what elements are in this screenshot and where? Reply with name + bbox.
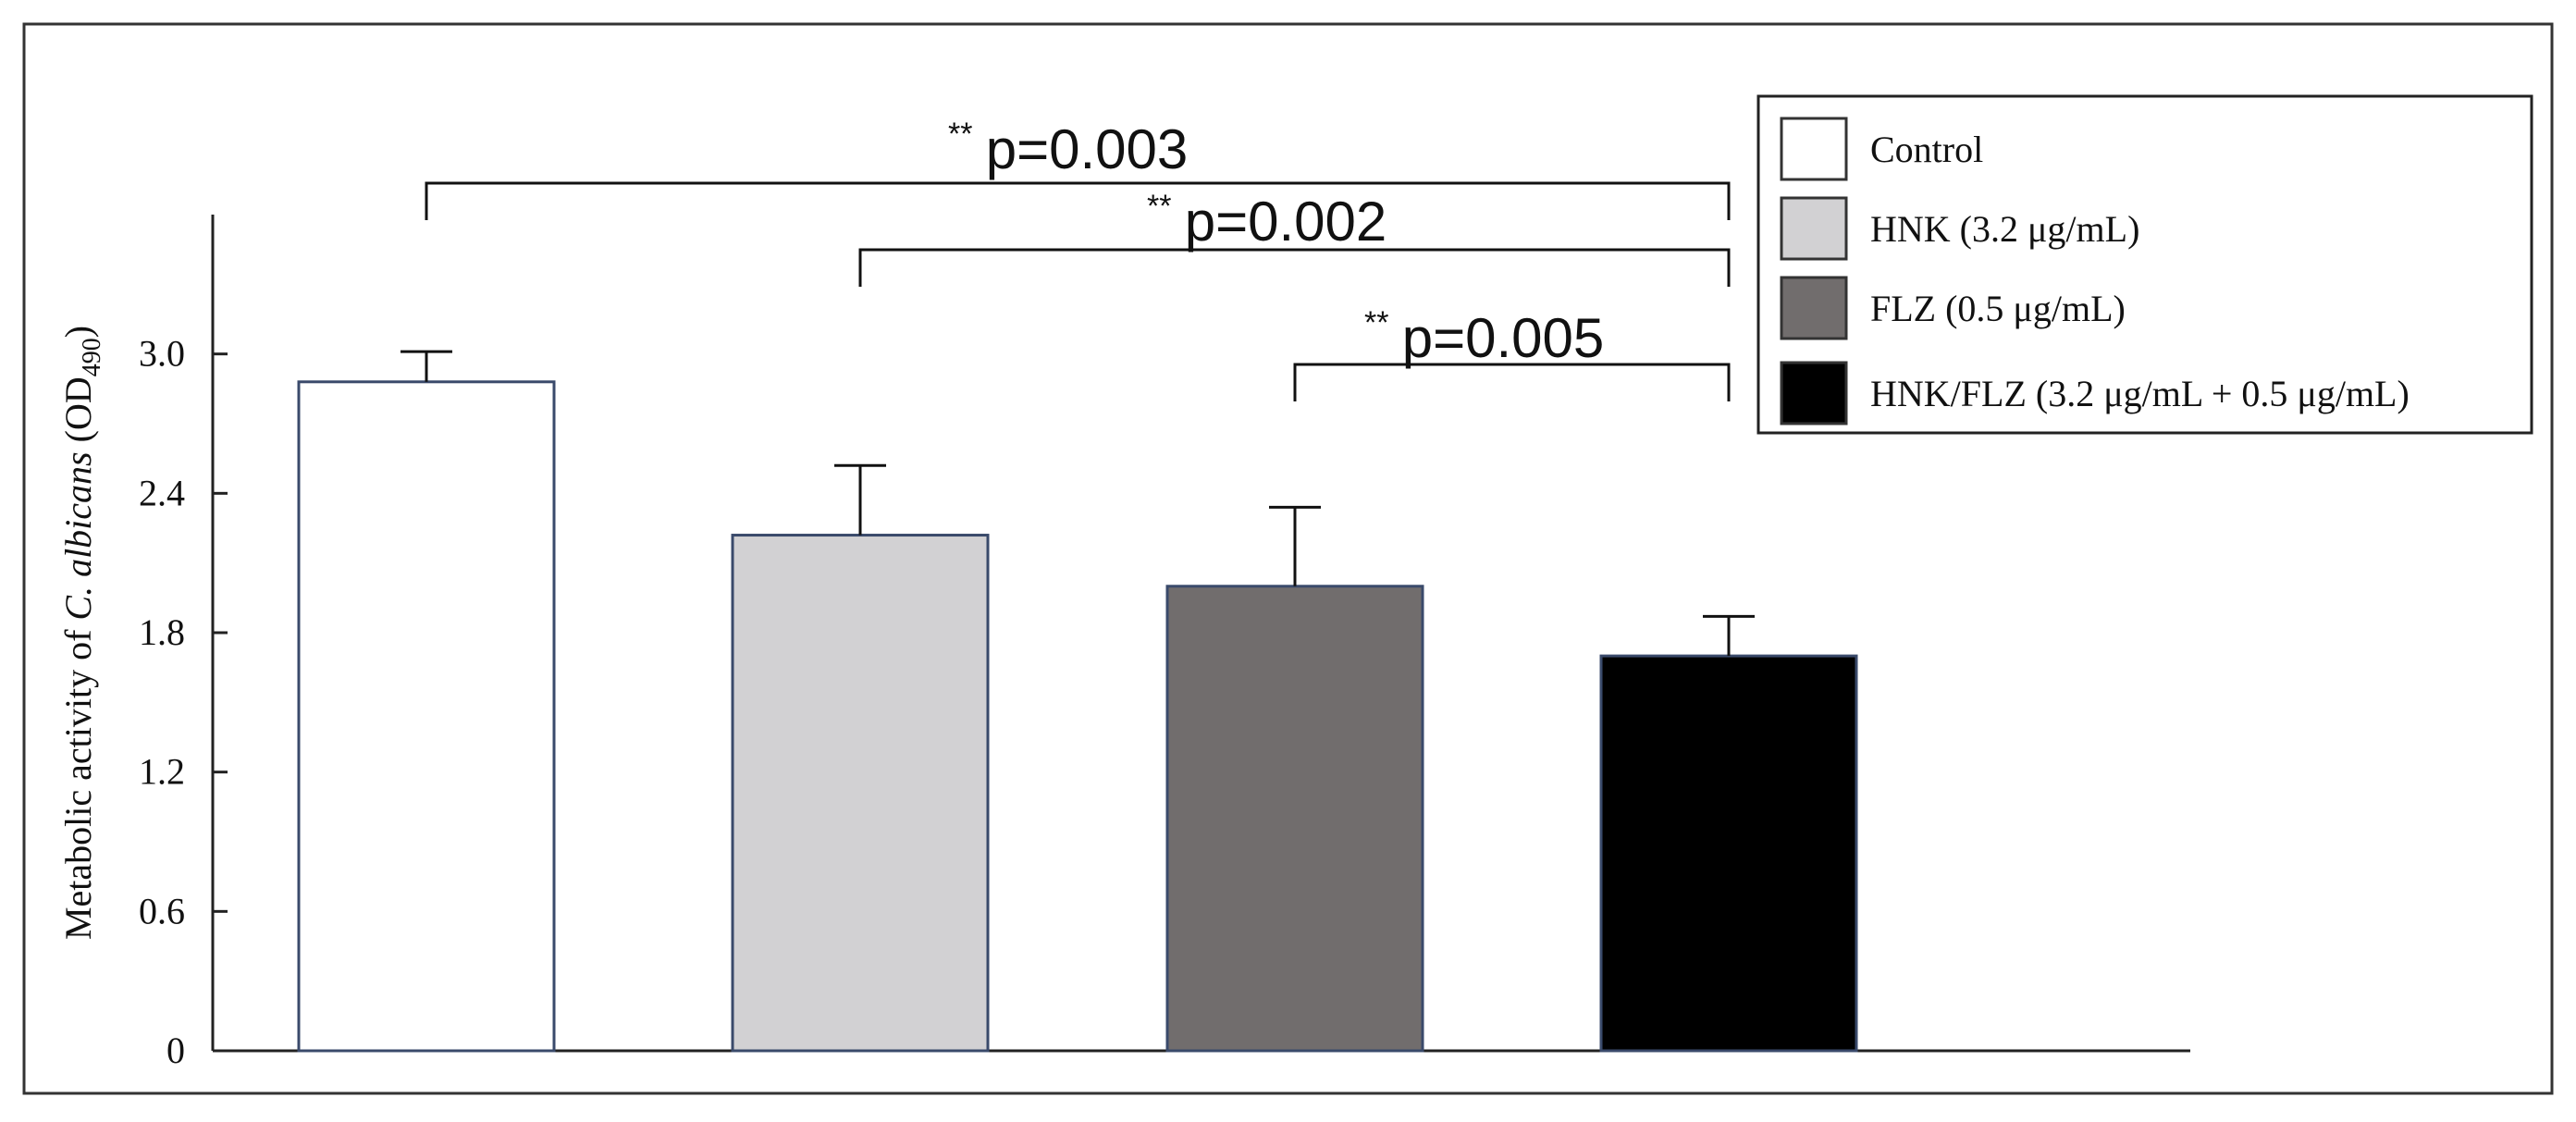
significance-label: p=0.005 [1402, 307, 1605, 369]
bar [1165, 585, 1424, 1053]
legend-label: Control [1870, 129, 1983, 170]
bar [297, 380, 556, 1053]
y-tick-label: 0.6 [139, 890, 185, 931]
legend-swatch [1780, 276, 1848, 340]
y-tick-label: 1.2 [139, 751, 185, 793]
y-axis-title-text: Metabolic activity of [57, 621, 99, 940]
legend-box [1756, 94, 2533, 435]
significance-label: p=0.003 [986, 118, 1189, 180]
legend-label: HNK/FLZ (3.2 μg/mL + 0.5 μg/mL) [1870, 373, 2410, 414]
y-axis-title: Metabolic activity of C. albicans (OD490… [57, 326, 106, 940]
bar [731, 534, 990, 1053]
bars [297, 350, 1858, 1053]
significance-stars: ** [1147, 189, 1171, 224]
y-axis-title-close: ) [57, 326, 99, 338]
legend-label: FLZ (0.5 μg/mL) [1870, 288, 2126, 329]
significance-brackets: ** p=0.003 ** p=0.002 ** p=0.005 [425, 117, 1731, 401]
significance-bracket [858, 248, 1731, 287]
legend-swatch [1780, 117, 1848, 181]
y-tick-label: 0 [166, 1030, 185, 1071]
legend: Control HNK (3.2 μg/mL) FLZ (0.5 μg/mL) HNK… [1756, 94, 2533, 435]
significance-bracket [425, 181, 1731, 220]
figure-frame [22, 22, 2554, 1095]
y-tick-label: 2.4 [139, 472, 185, 513]
significance-stars: ** [948, 117, 972, 152]
y-axis-title-subscript: 490 [78, 338, 106, 376]
y-tick-label: 3.0 [139, 333, 185, 375]
legend-swatch [1780, 196, 1848, 261]
legend-label: HNK (3.2 μg/mL) [1870, 208, 2139, 250]
bar [1599, 654, 1858, 1053]
significance-label: p=0.002 [1185, 191, 1387, 253]
significance-stars: ** [1364, 305, 1388, 340]
y-axis-title-unit: (OD [57, 376, 99, 451]
y-tick-label: 1.8 [139, 611, 185, 653]
legend-swatch [1780, 361, 1848, 425]
axes: 0 0.6 1.2 1.8 2.4 3.0 Metabolic activity of C.… [57, 215, 2190, 1071]
significance-bracket [1293, 363, 1731, 401]
y-axis-title-species: C. albicans [57, 451, 99, 620]
